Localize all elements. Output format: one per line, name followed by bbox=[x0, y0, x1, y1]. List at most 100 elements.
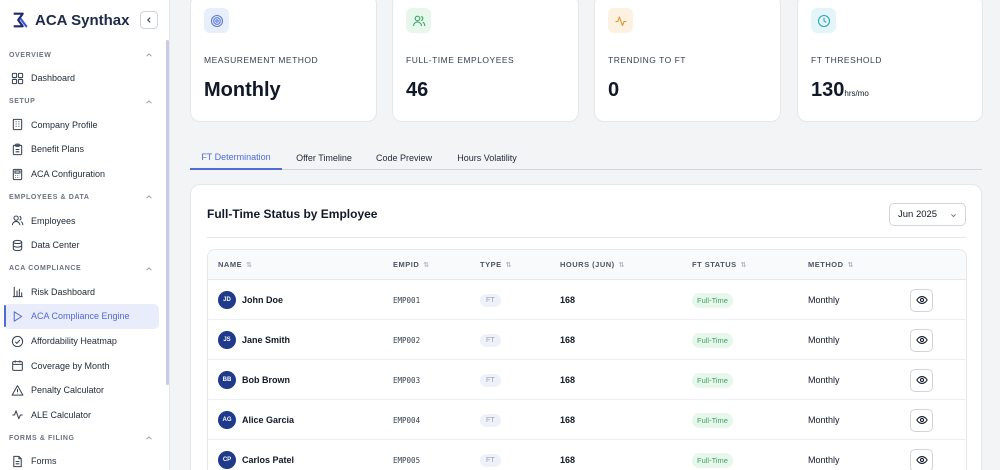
table-row[interactable]: CP Carlos Patel EMP005 FT 168 Full-Time M… bbox=[208, 440, 966, 470]
employee-name: Alice Garcia bbox=[242, 415, 295, 425]
brand-name: ACA Synthax bbox=[35, 11, 130, 29]
column-header-type[interactable]: TYPE ⇅ bbox=[480, 260, 512, 269]
employee-name: Jane Smith bbox=[242, 335, 291, 345]
table-row[interactable]: AG Alice Garcia EMP004 FT 168 Full-Time M… bbox=[208, 400, 966, 440]
ft-status-panel: Full-Time Status by Employee Jun 2025 NA… bbox=[190, 184, 982, 470]
chevron-up-icon bbox=[146, 195, 152, 199]
sidebar-scrollbar[interactable] bbox=[166, 40, 169, 385]
method-cell: Monthly bbox=[808, 295, 840, 305]
view-cell bbox=[910, 280, 933, 320]
play-icon bbox=[13, 311, 23, 322]
column-header-empid[interactable]: EMPID ⇅ bbox=[393, 260, 430, 269]
stat-value-text: 130 bbox=[811, 79, 845, 101]
employee-name: John Doe bbox=[242, 295, 284, 305]
column-header-label: NAME bbox=[218, 260, 243, 269]
chevron-left-icon bbox=[147, 17, 151, 23]
tab-code-preview[interactable]: Code Preview bbox=[375, 153, 433, 163]
sidebar-item-employees[interactable]: Employees bbox=[4, 208, 159, 233]
table-row[interactable]: JD John Doe EMP001 FT 168 Full-Time Month… bbox=[208, 280, 966, 320]
stat-label: MEASUREMENT METHOD bbox=[204, 55, 319, 65]
column-header-name[interactable]: NAME ⇅ bbox=[218, 260, 252, 269]
type-cell: FT bbox=[480, 280, 501, 320]
stat-value-text: 46 bbox=[406, 79, 429, 101]
sidebar-item-ale-calculator[interactable]: ALE Calculator bbox=[4, 403, 159, 428]
employee-cell: JD John Doe bbox=[218, 280, 283, 320]
hours-cell: 168 bbox=[560, 375, 576, 385]
section-label: EMPLOYEES & DATA bbox=[9, 193, 90, 201]
view-button[interactable] bbox=[910, 328, 933, 352]
main-content: MEASUREMENT METHOD Monthly FULL-TIME EMP… bbox=[170, 0, 1000, 470]
sidebar-item-penalty-calculator[interactable]: Penalty Calculator bbox=[4, 378, 159, 403]
column-header-ft-status[interactable]: FT STATUS ⇅ bbox=[692, 260, 747, 269]
empid-cell: EMP002 bbox=[393, 335, 421, 345]
collapse-sidebar-button[interactable] bbox=[140, 11, 158, 29]
employee-cell: CP Carlos Patel bbox=[218, 440, 294, 470]
sidebar-item-label: Company Profile bbox=[31, 119, 98, 130]
eye-icon bbox=[915, 336, 928, 344]
sort-icon: ⇅ bbox=[246, 261, 253, 269]
tab-hours-volatility[interactable]: Hours Volatility bbox=[457, 153, 517, 163]
sidebar-item-risk-dashboard[interactable]: Risk Dashboard bbox=[4, 280, 159, 305]
section-overview[interactable]: OVERVIEW bbox=[0, 44, 169, 66]
stat-unit: hrs/mo bbox=[844, 89, 869, 98]
section-setup[interactable]: SETUP bbox=[0, 91, 169, 113]
brand[interactable]: ACA Synthax bbox=[0, 0, 169, 40]
sort-icon: ⇅ bbox=[740, 261, 748, 269]
sidebar-item-label: Risk Dashboard bbox=[31, 286, 96, 297]
empid-cell: EMP001 bbox=[393, 295, 421, 305]
sidebar-item-company-profile[interactable]: Company Profile bbox=[4, 113, 159, 138]
section-employees-data[interactable]: EMPLOYEES & DATA bbox=[0, 186, 169, 208]
type-badge: FT bbox=[480, 333, 501, 347]
table-row[interactable]: JS Jane Smith EMP002 FT 168 Full-Time Mon… bbox=[208, 320, 966, 360]
clipboard-icon bbox=[12, 143, 23, 156]
column-header-label: FT STATUS bbox=[692, 260, 737, 269]
column-header-hours[interactable]: HOURS (JUN) ⇅ bbox=[560, 260, 625, 269]
sort-icon: ⇅ bbox=[505, 261, 512, 269]
stat-value-text: Monthly bbox=[204, 79, 281, 101]
stat-card-ft-threshold: FT THRESHOLD 130hrs/mo bbox=[797, 0, 983, 122]
sidebar-item-aca-configuration[interactable]: ACA Configuration bbox=[4, 162, 159, 187]
status-badge: Full-Time bbox=[692, 412, 733, 428]
view-cell bbox=[910, 440, 933, 470]
hours-cell: 168 bbox=[560, 415, 576, 425]
month-select[interactable]: Jun 2025 bbox=[889, 203, 966, 226]
section-aca-compliance[interactable]: ACA COMPLIANCE bbox=[0, 258, 169, 280]
avatar: BB bbox=[218, 371, 236, 389]
section-label: ACA COMPLIANCE bbox=[9, 265, 82, 273]
users-icon bbox=[11, 215, 24, 226]
column-header-method[interactable]: METHOD ⇅ bbox=[808, 260, 854, 269]
type-badge: FT bbox=[480, 373, 501, 387]
stat-value: 130hrs/mo bbox=[811, 79, 869, 102]
sidebar-item-forms[interactable]: Forms bbox=[4, 449, 159, 470]
users-icon bbox=[406, 8, 431, 33]
type-badge: FT bbox=[480, 413, 501, 427]
sidebar-item-affordability-heatmap[interactable]: Affordability Heatmap bbox=[4, 329, 159, 354]
chevron-up-icon bbox=[146, 266, 152, 271]
stat-value: 0 bbox=[608, 79, 619, 102]
chevron-up-icon bbox=[146, 53, 152, 57]
sigma-logo-icon bbox=[13, 12, 28, 28]
type-cell: FT bbox=[480, 360, 501, 400]
status-badge: Full-Time bbox=[692, 292, 733, 308]
sidebar-item-dashboard[interactable]: Dashboard bbox=[4, 66, 159, 91]
bar-chart-icon bbox=[12, 287, 23, 298]
section-label: SETUP bbox=[9, 98, 36, 106]
sidebar-item-data-center[interactable]: Data Center bbox=[4, 233, 159, 258]
sidebar-item-aca-compliance-engine[interactable]: ACA Compliance Engine bbox=[4, 304, 159, 329]
chevron-down-icon bbox=[951, 214, 956, 218]
view-cell bbox=[910, 320, 933, 360]
table-row[interactable]: BB Bob Brown EMP003 FT 168 Full-Time Mont… bbox=[208, 360, 966, 400]
view-button[interactable] bbox=[910, 408, 933, 432]
sidebar-item-label: ACA Configuration bbox=[31, 169, 106, 180]
sidebar-item-benefit-plans[interactable]: Benefit Plans bbox=[4, 137, 159, 162]
status-cell: Full-Time bbox=[692, 400, 733, 440]
empid-cell: EMP005 bbox=[393, 455, 421, 465]
section-forms-filing[interactable]: FORMS & FILING bbox=[0, 427, 169, 449]
view-button[interactable] bbox=[910, 368, 933, 392]
tab-offer-timeline[interactable]: Offer Timeline bbox=[296, 153, 352, 163]
view-button[interactable] bbox=[910, 448, 933, 470]
view-button[interactable] bbox=[910, 288, 933, 312]
chevron-up-icon bbox=[146, 99, 152, 104]
tab-ft-determination[interactable]: FT Determination bbox=[190, 146, 282, 170]
sidebar-item-coverage-by-month[interactable]: Coverage by Month bbox=[4, 353, 159, 378]
